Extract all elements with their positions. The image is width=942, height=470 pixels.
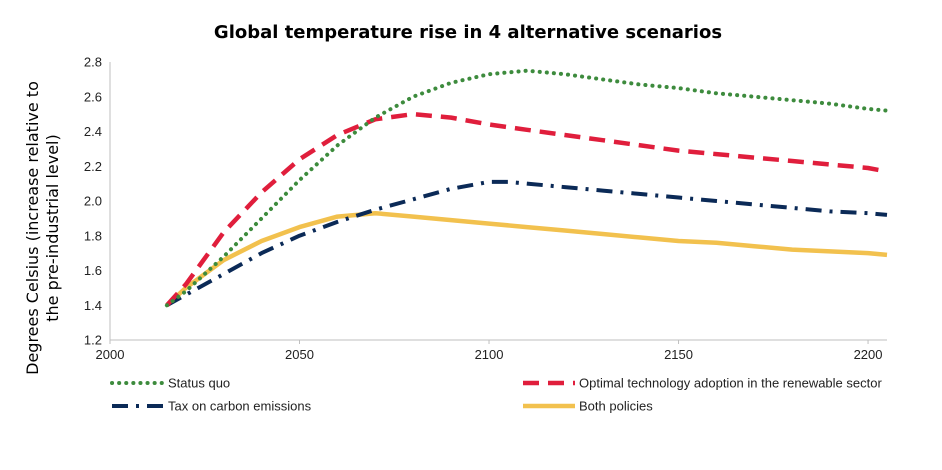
series-group: [164, 68, 889, 308]
legend-label: Tax on carbon emissions: [168, 399, 312, 414]
legend: Status quo Optimal technology adoption in…: [110, 376, 882, 414]
y-tick-label: 2.4: [84, 124, 102, 139]
y-axis-label-line-1: Degrees Celsius (increase relative to: [23, 81, 42, 375]
x-tick-label: 2050: [285, 347, 314, 362]
x-tick-label: 2200: [854, 347, 883, 362]
series-line-optimal-technology-adoption-in-the-renewable-sector: [165, 111, 888, 307]
y-tick-label: 1.8: [84, 228, 102, 243]
series-line-status-quo: [164, 68, 889, 308]
y-axis-label-line-2: the pre-industrial level): [43, 134, 62, 321]
axes-group: 1.2 1.4 1.6 1.8 2.0 2.2 2.4 2.6 2.8 2000 2050 2100 2…: [84, 55, 887, 362]
y-tick-label: 2.8: [84, 55, 102, 70]
legend-label: Optimal technology adoption in the renew…: [579, 376, 882, 391]
y-tick-label: 1.2: [84, 333, 102, 348]
series-line-both-policies: [165, 210, 888, 307]
x-tick-label: 2000: [96, 347, 125, 362]
y-tick-label: 1.4: [84, 298, 102, 313]
series-line-tax-on-carbon-emissions: [165, 179, 888, 308]
y-tick-label: 1.6: [84, 263, 102, 278]
legend-label: Status quo: [168, 376, 230, 391]
y-tick-label: 2.2: [84, 159, 102, 174]
legend-label: Both policies: [579, 399, 653, 414]
y-tick-label: 2.6: [84, 89, 102, 104]
x-tick-label: 2150: [664, 347, 693, 362]
x-tick-label: 2100: [475, 347, 504, 362]
chart-title: Global temperature rise in 4 alternative…: [214, 22, 722, 43]
y-tick-label: 2.0: [84, 194, 102, 209]
